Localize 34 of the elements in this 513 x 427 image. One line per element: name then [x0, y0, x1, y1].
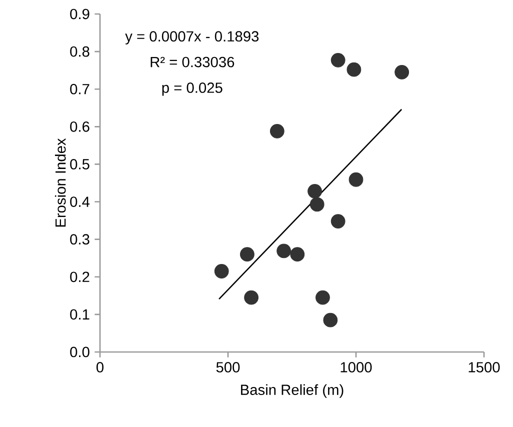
x-tick-label: 500	[216, 362, 240, 372]
point	[310, 197, 324, 212]
point	[330, 214, 346, 228]
point	[240, 247, 254, 262]
y-tick-label: 0.5	[70, 159, 90, 170]
x-tick-label: 0	[96, 362, 104, 372]
y-tick-label: 0.4	[70, 196, 90, 207]
x-tick-label: 1500	[468, 362, 500, 372]
point	[348, 172, 364, 187]
point	[330, 52, 346, 68]
y-tick-label: 0.6	[70, 121, 90, 132]
y-axis-title: Erosion Index	[54, 138, 66, 227]
point	[290, 247, 305, 262]
point	[214, 264, 229, 278]
x-tick-label: 1000	[340, 362, 372, 372]
point	[270, 124, 284, 138]
y-tick-label: 0.0	[70, 346, 90, 358]
x-axis-title: Basin Relief (m)	[241, 384, 344, 398]
point	[308, 184, 322, 198]
y-tick-label: 0.1	[70, 309, 90, 320]
point	[346, 62, 362, 77]
y-tick-label: 0.7	[70, 84, 90, 94]
point	[316, 290, 330, 305]
point	[394, 65, 410, 80]
annotation: y = 0.0007x - 0.1893	[125, 31, 259, 44]
annotation: R² = 0.33036	[150, 56, 234, 68]
point	[244, 290, 258, 305]
y-tick-label: 0.8	[70, 46, 90, 57]
point	[323, 312, 338, 328]
y-tick-label: 0.3	[70, 234, 90, 245]
point	[276, 244, 292, 258]
y-tick-label: 0.9	[70, 8, 90, 20]
annotation: p = 0.025	[162, 82, 222, 96]
y-tick-label: 0.2	[70, 272, 90, 282]
